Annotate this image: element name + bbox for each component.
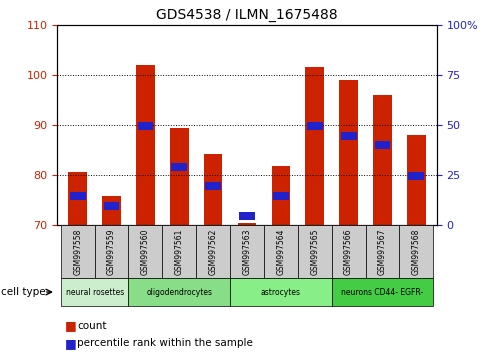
- Bar: [271, 166, 290, 225]
- Bar: [70, 192, 86, 200]
- Bar: [365, 225, 399, 278]
- Bar: [136, 65, 155, 225]
- Bar: [239, 212, 255, 219]
- Bar: [129, 225, 162, 278]
- Bar: [170, 128, 189, 225]
- Bar: [408, 172, 424, 179]
- Bar: [238, 223, 256, 225]
- Text: GSM997564: GSM997564: [276, 228, 285, 275]
- Bar: [171, 163, 187, 171]
- Text: GSM997562: GSM997562: [209, 228, 218, 275]
- Bar: [138, 122, 153, 130]
- Text: ■: ■: [65, 319, 77, 332]
- Text: GSM997561: GSM997561: [175, 228, 184, 275]
- Text: astrocytes: astrocytes: [261, 287, 301, 297]
- Text: GSM997560: GSM997560: [141, 228, 150, 275]
- Text: GSM997567: GSM997567: [378, 228, 387, 275]
- Bar: [196, 225, 230, 278]
- Text: neural rosettes: neural rosettes: [65, 287, 124, 297]
- Bar: [102, 196, 121, 225]
- Text: GSM997558: GSM997558: [73, 228, 82, 275]
- Bar: [341, 132, 356, 139]
- Bar: [204, 154, 223, 225]
- Text: cell type: cell type: [1, 287, 45, 297]
- Bar: [298, 225, 332, 278]
- Bar: [61, 225, 95, 278]
- Bar: [339, 80, 358, 225]
- Bar: [305, 67, 324, 225]
- Bar: [273, 192, 289, 200]
- Text: GSM997563: GSM997563: [243, 228, 251, 275]
- Bar: [332, 225, 365, 278]
- Bar: [332, 278, 433, 306]
- Bar: [264, 225, 298, 278]
- Bar: [230, 278, 332, 306]
- Text: oligodendrocytes: oligodendrocytes: [146, 287, 212, 297]
- Bar: [307, 122, 323, 130]
- Bar: [95, 225, 129, 278]
- Text: percentile rank within the sample: percentile rank within the sample: [77, 338, 253, 348]
- Bar: [230, 225, 264, 278]
- Text: GSM997568: GSM997568: [412, 228, 421, 275]
- Bar: [104, 202, 119, 210]
- Bar: [407, 135, 426, 225]
- Text: GSM997565: GSM997565: [310, 228, 319, 275]
- Text: count: count: [77, 321, 107, 331]
- Bar: [375, 141, 390, 149]
- Bar: [399, 225, 433, 278]
- Bar: [61, 278, 129, 306]
- Text: GSM997559: GSM997559: [107, 228, 116, 275]
- Bar: [129, 278, 230, 306]
- Text: ■: ■: [65, 337, 77, 350]
- Text: neurons CD44- EGFR-: neurons CD44- EGFR-: [341, 287, 424, 297]
- Bar: [373, 95, 392, 225]
- Bar: [162, 225, 196, 278]
- Title: GDS4538 / ILMN_1675488: GDS4538 / ILMN_1675488: [156, 8, 338, 22]
- Text: GSM997566: GSM997566: [344, 228, 353, 275]
- Bar: [68, 172, 87, 225]
- Bar: [205, 182, 221, 189]
